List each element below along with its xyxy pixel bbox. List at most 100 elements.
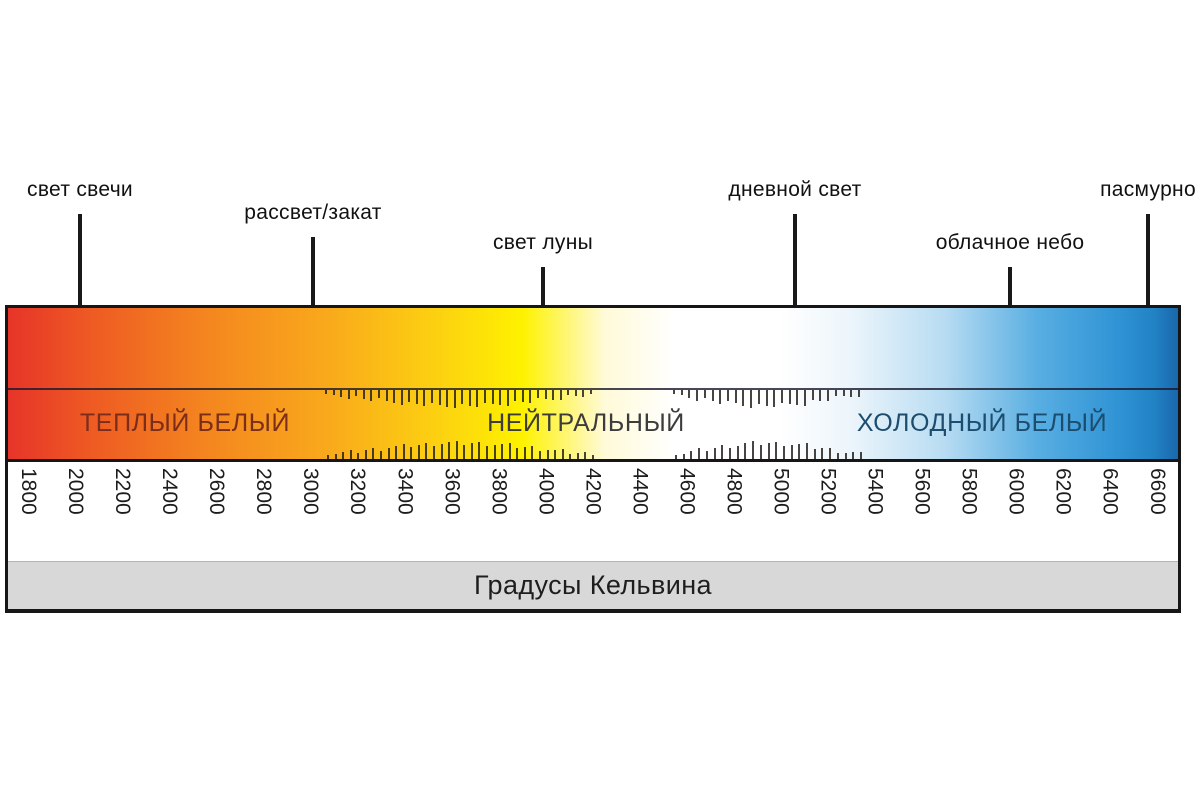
ruler-tick bbox=[417, 444, 420, 459]
ruler-tick bbox=[719, 390, 722, 404]
kelvin-tick-label: 5400 bbox=[863, 468, 887, 515]
ruler-tick bbox=[561, 448, 564, 459]
ruler-tick bbox=[349, 449, 352, 459]
ruler-tick bbox=[425, 442, 428, 459]
kelvin-tick-label: 1800 bbox=[17, 468, 40, 515]
ruler-tick bbox=[688, 390, 691, 398]
ruler-tick bbox=[461, 390, 464, 405]
kelvin-tick-label: 3600 bbox=[440, 468, 464, 515]
ruler-tick bbox=[829, 447, 832, 459]
kelvin-tick-label: 4000 bbox=[534, 468, 558, 515]
ruler-tick bbox=[486, 446, 488, 459]
ruler-tick bbox=[370, 390, 373, 402]
kelvin-tick-label: 4600 bbox=[675, 468, 699, 515]
kelvin-tick-label: 3200 bbox=[346, 468, 370, 515]
ruler-tick bbox=[819, 390, 822, 401]
callout-label: свет луны bbox=[493, 231, 593, 254]
gradient-divider-line bbox=[8, 388, 1178, 390]
kelvin-tick-label: 2600 bbox=[205, 468, 229, 515]
ruler-tick bbox=[476, 390, 479, 408]
ruler-tick bbox=[592, 455, 594, 459]
ruler-tick bbox=[537, 390, 539, 399]
ruler-tick bbox=[402, 443, 405, 459]
zone-label: ХОЛОДНЫЙ БЕЛЫЙ bbox=[856, 409, 1108, 437]
ruler-tick bbox=[582, 390, 585, 398]
ruler-tick bbox=[576, 452, 579, 459]
ruler-tick bbox=[752, 441, 755, 459]
ruler-tick bbox=[780, 390, 783, 404]
ruler-tick bbox=[433, 446, 435, 459]
ruler-tick bbox=[378, 390, 380, 399]
ruler-tick bbox=[852, 452, 855, 459]
callout-label: дневной свет bbox=[728, 178, 862, 201]
ruler-tick bbox=[531, 446, 534, 459]
ruler-tick bbox=[340, 390, 343, 397]
ruler-tick bbox=[387, 448, 390, 459]
ruler-tick bbox=[440, 444, 443, 459]
kelvin-scale-band: 1800 2000 2200 2400 2600 2800 3000 3200 3400 3600… bbox=[8, 462, 1178, 562]
ruler-tick bbox=[584, 451, 587, 459]
kelvin-tick-label: 5600 bbox=[910, 468, 934, 515]
ruler-tick bbox=[415, 390, 418, 405]
ruler-tick bbox=[455, 440, 458, 459]
kelvin-tick-label: 4400 bbox=[628, 468, 652, 515]
ruler-tick bbox=[552, 390, 555, 400]
kelvin-tick-label: 2400 bbox=[158, 468, 182, 515]
ruler-tick bbox=[736, 445, 739, 459]
kelvin-scale-chart: ТЕПЛЫЙ БЕЛЫЙ НЕЙТРАЛЬНЫЙ ХОЛОДНЫЙ БЕЛЫЙ 18… bbox=[5, 305, 1181, 613]
ruler-tick bbox=[713, 448, 716, 459]
zone-label: ТЕПЛЫЙ БЕЛЫЙ bbox=[79, 409, 291, 437]
ruler-tick bbox=[395, 446, 398, 459]
ruler-tick bbox=[514, 390, 517, 402]
ruler-tick bbox=[860, 451, 862, 459]
ruler-tick bbox=[334, 454, 337, 459]
ruler-tick bbox=[690, 451, 693, 459]
ruler-tick bbox=[782, 445, 785, 459]
callout-pointer-line bbox=[311, 237, 315, 348]
ruler-tick bbox=[410, 446, 413, 459]
ruler-tick bbox=[842, 390, 845, 397]
ruler-tick bbox=[806, 443, 809, 459]
ruler-tick bbox=[491, 390, 494, 405]
ruler-tick bbox=[721, 445, 724, 459]
kelvin-tick-label: 5800 bbox=[957, 468, 981, 515]
ruler-tick bbox=[380, 450, 382, 459]
ruler-tick bbox=[682, 454, 685, 459]
zone-label: НЕЙТРАЛЬНЫЙ bbox=[487, 409, 685, 437]
ruler-tick bbox=[438, 390, 441, 405]
ruler-tick bbox=[775, 441, 778, 459]
ruler-tick bbox=[703, 390, 706, 398]
ruler-tick bbox=[539, 450, 541, 459]
kelvin-tick-label: 5000 bbox=[769, 468, 793, 515]
ruler-tick bbox=[521, 390, 524, 403]
ruler-tick bbox=[844, 452, 847, 459]
ruler-tick bbox=[734, 390, 737, 404]
ruler-tick bbox=[757, 390, 760, 405]
ruler-tick bbox=[850, 390, 853, 397]
ruler-tick bbox=[325, 390, 327, 394]
kelvin-title: Градусы Кельвина bbox=[474, 570, 712, 600]
ruler-tick bbox=[408, 390, 411, 403]
ruler-tick bbox=[858, 390, 860, 398]
ruler-tick bbox=[744, 443, 747, 459]
ruler-tick bbox=[711, 390, 714, 401]
ruler-tick bbox=[821, 448, 824, 459]
callout-label: свет свечи bbox=[27, 178, 133, 201]
ruler-tick bbox=[742, 390, 745, 406]
kelvin-tick-label: 6000 bbox=[1004, 468, 1028, 515]
ruler-tick bbox=[446, 390, 449, 407]
ruler-tick bbox=[813, 448, 816, 459]
ruler-tick bbox=[827, 390, 830, 402]
kelvin-tick-label: 5200 bbox=[816, 468, 840, 515]
callout-pointer-line bbox=[1146, 214, 1150, 348]
ruler-tick bbox=[834, 390, 837, 396]
kelvin-tick-label: 4800 bbox=[722, 468, 746, 515]
kelvin-tick-label: 2800 bbox=[252, 468, 276, 515]
ruler-tick bbox=[516, 447, 519, 459]
callout-pointer-line bbox=[78, 214, 82, 348]
ruler-tick bbox=[493, 444, 496, 459]
ruler-tick bbox=[364, 450, 367, 459]
ruler-tick bbox=[680, 390, 683, 395]
ruler-tick bbox=[554, 449, 557, 459]
